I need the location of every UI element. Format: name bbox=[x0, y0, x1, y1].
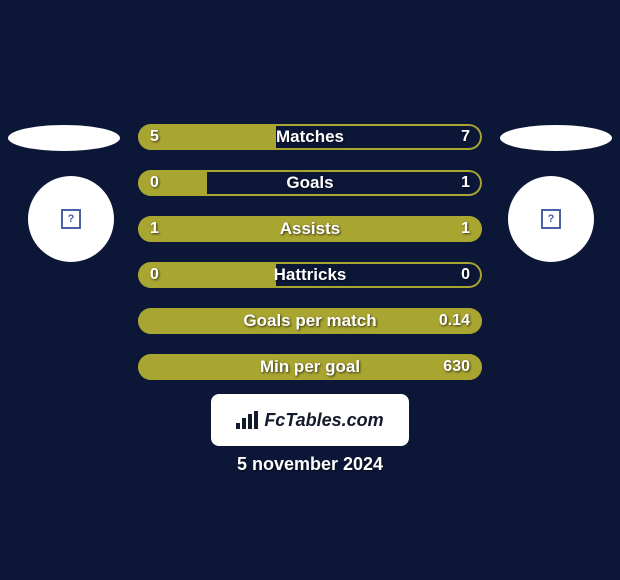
stat-row: 00Hattricks bbox=[138, 262, 482, 288]
stat-fill-left bbox=[138, 308, 482, 334]
stat-fill-left bbox=[138, 354, 482, 380]
stat-row: 57Matches bbox=[138, 124, 482, 150]
club-crest-right: ? bbox=[508, 176, 594, 262]
stat-value-right: 7 bbox=[461, 124, 470, 150]
logo-text: FcTables.com bbox=[264, 410, 383, 431]
stat-row: 11Assists bbox=[138, 216, 482, 242]
fctables-logo: FcTables.com bbox=[211, 394, 409, 446]
stat-row: 630Min per goal bbox=[138, 354, 482, 380]
club-crest-placeholder-icon: ? bbox=[541, 209, 561, 229]
stat-row: 01Goals bbox=[138, 170, 482, 196]
club-crest-placeholder-icon: ? bbox=[61, 209, 81, 229]
player-banner-right bbox=[500, 125, 612, 151]
logo-bars-icon bbox=[236, 411, 258, 429]
stat-row: 0.14Goals per match bbox=[138, 308, 482, 334]
stat-value-right: 1 bbox=[461, 170, 470, 196]
stat-fill-left bbox=[138, 170, 207, 196]
stat-fill-left bbox=[138, 216, 482, 242]
stat-fill-left bbox=[138, 262, 276, 288]
stat-rows: 57Matches 01Goals 11Assists 00Hattricks 0.14… bbox=[138, 124, 482, 400]
stat-value-right: 0 bbox=[461, 262, 470, 288]
club-crest-left: ? bbox=[28, 176, 114, 262]
stat-fill-left bbox=[138, 124, 276, 150]
footer-date: 5 november 2024 bbox=[0, 454, 620, 475]
player-banner-left bbox=[8, 125, 120, 151]
